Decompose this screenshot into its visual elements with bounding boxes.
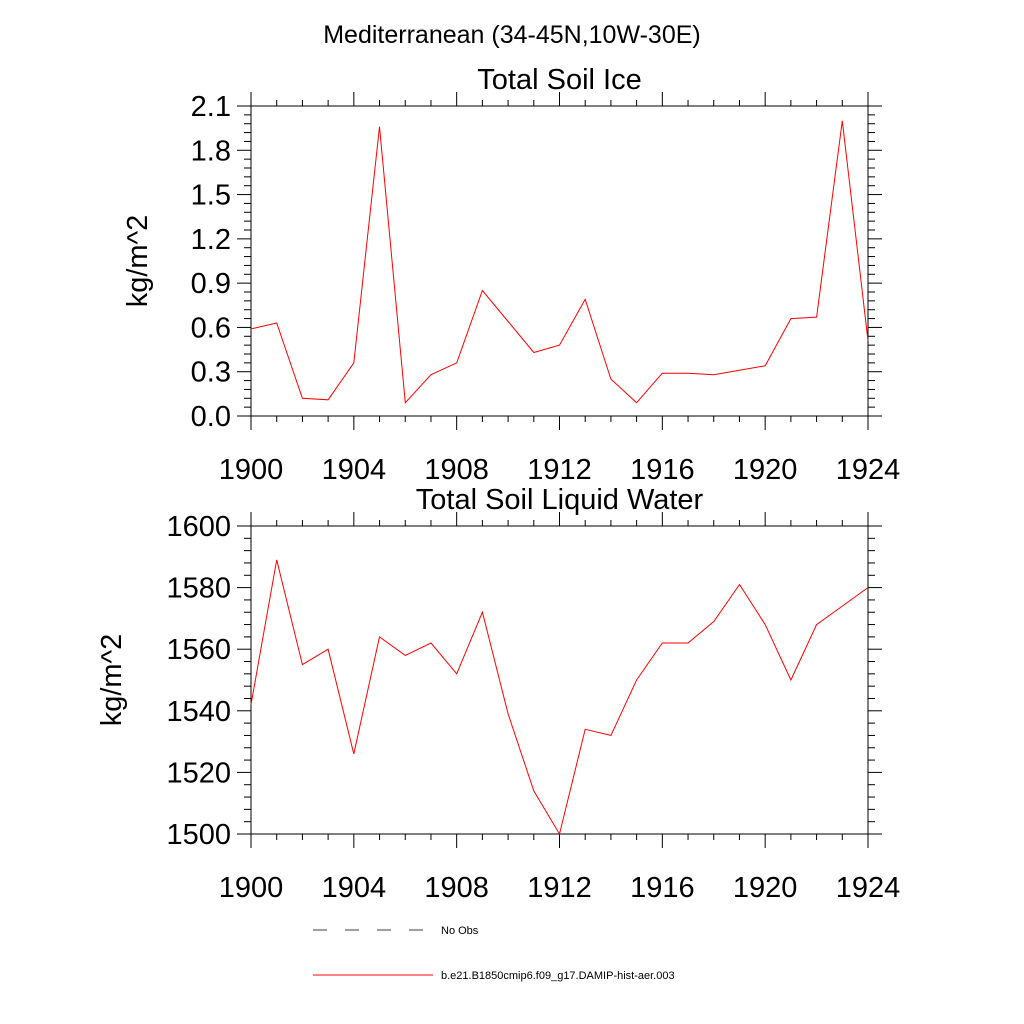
soil-liquid-water-y-tick-label: 1540 [166, 696, 231, 728]
legend-label-model: b.e21.B1850cmip6.f09_g17.DAMIP-hist-aer.… [441, 970, 675, 982]
soil-liquid-water-y-tick-label: 1500 [166, 819, 231, 851]
soil-ice-series-line [250, 120, 869, 404]
soil-ice-x-tick-label: 1916 [630, 454, 695, 486]
soil-ice-plot-frame [250, 105, 869, 417]
soil-ice-panel: Total Soil Ice kg/m^2 1900 1904 1908 1912 1916… [122, 64, 900, 486]
soil-liquid-water-y-tick-label: 1560 [166, 634, 231, 666]
soil-ice-y-tick-label: 0.6 [191, 312, 231, 344]
soil-ice-y-tick-label: 1.5 [191, 180, 231, 212]
soil-liquid-water-y-tick-label: 1520 [166, 757, 231, 789]
soil-ice-x-tick-label: 1908 [424, 454, 489, 486]
soil-ice-x-tick-label: 1924 [836, 454, 901, 486]
soil-ice-x-tick-label: 1912 [527, 454, 592, 486]
soil-ice-title: Total Soil Ice [477, 64, 641, 96]
soil-ice-y-tick-label: 0.9 [191, 268, 231, 300]
soil-liquid-water-x-tick-label: 1900 [219, 872, 284, 904]
soil-liquid-water-y-axis-label: kg/m^2 [96, 634, 128, 727]
soil-liquid-water-series-line [250, 559, 869, 836]
soil-ice-x-tick-label: 1904 [322, 454, 387, 486]
soil-liquid-water-title: Total Soil Liquid Water [416, 484, 704, 516]
legend: No Obs b.e21.B1850cmip6.f09_g17.DAMIP-hi… [313, 925, 675, 982]
soil-liquid-water-y-tick-label: 1600 [166, 511, 231, 543]
soil-liquid-water-y-tick-label: 1580 [166, 573, 231, 605]
soil-liquid-water-plot-frame [250, 525, 869, 835]
legend-label-no-obs: No Obs [441, 925, 479, 937]
soil-liquid-water-x-tick-label: 1912 [527, 872, 592, 904]
soil-ice-y-tick-label: 1.8 [191, 135, 231, 167]
soil-liquid-water-x-tick-label: 1924 [836, 872, 901, 904]
soil-liquid-water-x-tick-label: 1920 [733, 872, 798, 904]
soil-ice-y-axis-label: kg/m^2 [122, 215, 154, 308]
soil-ice-x-tick-label: 1920 [733, 454, 798, 486]
soil-ice-y-tick-label: 2.1 [191, 91, 231, 123]
soil-ice-y-tick-label: 1.2 [191, 224, 231, 256]
soil-ice-x-tick-label: 1900 [219, 454, 284, 486]
soil-ice-y-tick-label: 0.0 [191, 401, 231, 433]
soil-liquid-water-x-tick-label: 1916 [630, 872, 695, 904]
soil-liquid-water-panel: Total Soil Liquid Water kg/m^2 1900 1904 190… [96, 484, 900, 904]
soil-liquid-water-x-tick-label: 1908 [424, 872, 489, 904]
soil-liquid-water-x-tick-label: 1904 [322, 872, 387, 904]
soil-ice-y-tick-label: 0.3 [191, 357, 231, 389]
figure-title: Mediterranean (34-45N,10W-30E) [323, 21, 701, 49]
